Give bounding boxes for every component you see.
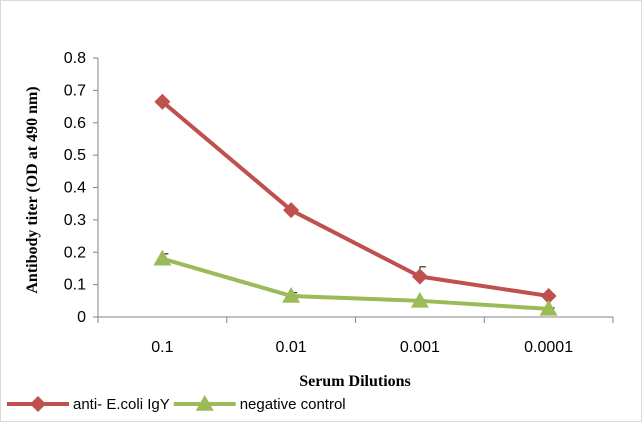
y-tick-label: 0.6	[64, 115, 86, 132]
y-tick-label: 0.4	[64, 180, 86, 197]
y-tick-label: 0.7	[64, 82, 86, 99]
data-point-0	[154, 93, 171, 110]
y-tick-label: 0.5	[64, 147, 86, 164]
y-tick-label: 0.3	[64, 212, 86, 229]
data-point-0	[540, 287, 557, 304]
legend-swatch-marker	[195, 395, 214, 411]
x-tick-label: 0.001	[400, 339, 440, 356]
series-markers	[153, 93, 558, 316]
data-point-0	[411, 268, 428, 285]
x-tick-label: 0.1	[151, 339, 173, 356]
legend: anti- E.coli IgY negative control	[7, 395, 346, 413]
legend-item-0: anti- E.coli IgY	[7, 396, 170, 413]
legend-label: negative control	[240, 396, 346, 413]
x-axis-title: Serum Dilutions	[299, 373, 411, 390]
data-point-1	[282, 286, 301, 303]
series-line-0	[161, 100, 549, 298]
data-point-1	[539, 299, 558, 316]
y-axis-title: Antibody titer (OD at 490 nm)	[24, 86, 41, 293]
data-point-1	[410, 291, 429, 308]
data-point-1	[153, 249, 172, 266]
series-lines	[161, 100, 549, 311]
y-tick-label: 0.1	[64, 277, 86, 294]
legend-item-1: negative control	[173, 395, 346, 413]
data-point-0	[283, 202, 300, 219]
y-tick-label: 0.8	[64, 50, 86, 67]
axes	[93, 57, 614, 323]
x-tick-label: 0.01	[276, 339, 307, 356]
legend-swatch-marker	[30, 396, 46, 412]
series-line-1	[161, 256, 549, 311]
x-tick-label: 0.0001	[524, 339, 573, 356]
legend-label: anti- E.coli IgY	[73, 396, 170, 413]
tick-labels: 0 0.1 0.2 0.3 0.4 0.5 0.6 0.7 0.8 0.1 0.01 0.001 0.0…	[64, 50, 573, 356]
y-tick-label: 0.2	[64, 244, 86, 261]
y-tick-label: 0	[77, 309, 86, 326]
